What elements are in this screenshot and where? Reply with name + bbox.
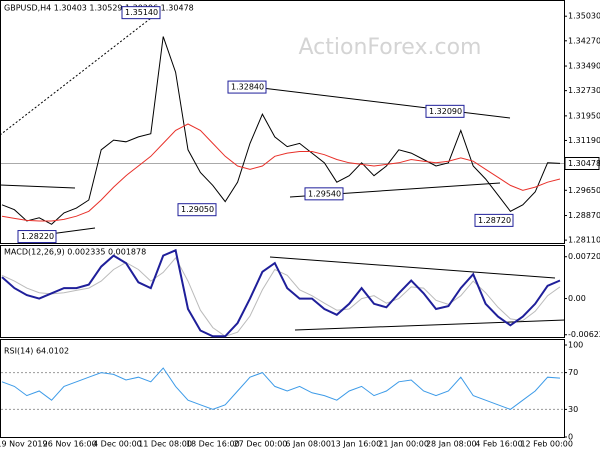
trend-line — [0, 184, 76, 189]
panel-title: MACD(12,26,9) 0.002335 0.001878 — [4, 248, 146, 257]
trend-line — [294, 319, 566, 331]
macd-panel — [0, 245, 565, 338]
y-tick-label: 1.28110 — [568, 236, 600, 245]
annotation-label: 1.35140 — [125, 8, 158, 17]
annotation-box — [17, 230, 57, 244]
x-tick-label: 19 Nov 2019 — [0, 440, 48, 449]
series-line — [1, 248, 561, 338]
y-tick-label: 1.32730 — [568, 86, 600, 95]
series-line — [1, 123, 561, 222]
annotation-box — [304, 187, 344, 201]
x-tick-label: 26 Nov 16:00 — [43, 440, 97, 449]
y-tick-label: 100 — [568, 341, 583, 350]
trend-line — [261, 87, 511, 119]
annotation-label: 1.29050 — [181, 205, 214, 214]
x-tick-label: 28 Jan 08:00 — [426, 440, 477, 449]
last-price-label: 1.30478 — [568, 159, 600, 168]
annotation-box — [121, 6, 161, 20]
x-tick-label: 21 Jan 00:00 — [378, 440, 429, 449]
y-tick-label: 1.29650 — [568, 186, 600, 195]
y-tick-label: 30 — [568, 405, 578, 414]
annotation-box — [474, 213, 514, 227]
x-tick-label: 27 Dec 00:00 — [234, 440, 288, 449]
x-tick-label: 13 Jan 16:00 — [331, 440, 382, 449]
y-tick-label: 1.31190 — [568, 136, 600, 145]
series-line — [1, 367, 561, 410]
annotation-label: 1.28720 — [478, 216, 511, 225]
y-tick-label: 70 — [568, 368, 578, 377]
annotation-box — [177, 203, 217, 217]
last-price-box — [564, 156, 600, 170]
trend-line — [0, 14, 156, 136]
y-tick-label: 0.00 — [568, 294, 586, 303]
x-tick-label: 4 Dec 00:00 — [93, 440, 142, 449]
x-tick-label: 4 Feb 16:00 — [475, 440, 522, 449]
y-tick-label: 0 — [568, 433, 573, 442]
series-line — [1, 36, 561, 225]
annotation-label: 1.32840 — [231, 83, 264, 92]
x-tick-label: 11 Dec 08:00 — [138, 440, 192, 449]
annotation-box — [425, 104, 465, 118]
x-tick-label: 12 Feb 00:00 — [520, 440, 572, 449]
y-tick-label: 1.33490 — [568, 62, 600, 71]
panel-title: GBPUSD,H4 1.30403 1.30529 1.30296 1.3047… — [4, 4, 194, 13]
annotation-label: 1.28220 — [21, 232, 54, 241]
x-tick-label: 18 Dec 16:00 — [186, 440, 240, 449]
rsi-panel — [0, 339, 565, 438]
watermark: ActionForex.com — [299, 35, 482, 60]
y-tick-label: 1.34270 — [568, 36, 600, 45]
annotation-box — [227, 80, 267, 94]
y-tick-label: 1.35030 — [568, 12, 600, 21]
y-tick-label: -0.006229 — [568, 330, 600, 339]
annotation-label: 1.32090 — [429, 107, 462, 116]
x-tick-label: 6 Jan 08:00 — [285, 440, 331, 449]
y-tick-label: 1.28870 — [568, 211, 600, 220]
price-panel — [0, 0, 565, 244]
annotation-label: 1.29540 — [308, 189, 341, 198]
trend-line — [269, 256, 556, 279]
series-line — [1, 257, 561, 337]
y-tick-label: 0.007201 — [568, 252, 600, 261]
panel-title: RSI(14) 64.0102 — [4, 347, 69, 356]
y-tick-label: 1.31950 — [568, 111, 600, 120]
